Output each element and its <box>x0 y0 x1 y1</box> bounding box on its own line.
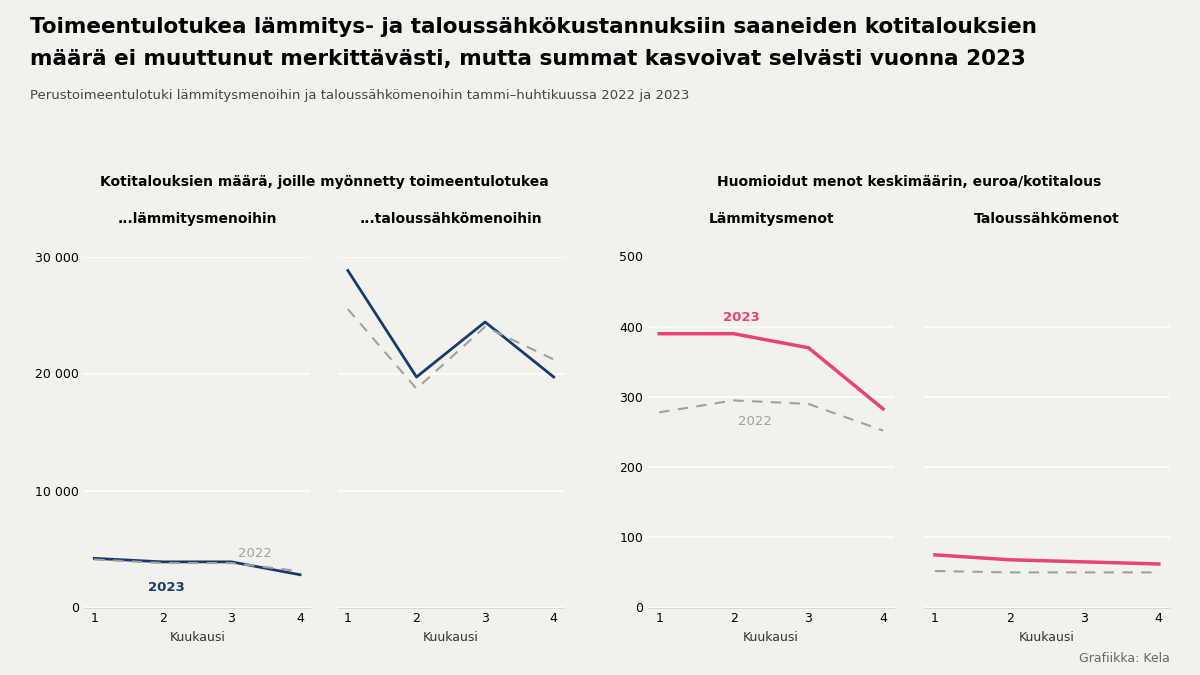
X-axis label: Kuukausi: Kuukausi <box>169 631 226 644</box>
Text: Grafiikka: Kela: Grafiikka: Kela <box>1079 652 1170 665</box>
Text: 2022: 2022 <box>239 547 272 560</box>
Text: määrä ei muuttunut merkittävästi, mutta summat kasvoivat selvästi vuonna 2023: määrä ei muuttunut merkittävästi, mutta … <box>30 49 1026 69</box>
Text: Taloussähkömenot: Taloussähkömenot <box>974 212 1120 226</box>
X-axis label: Kuukausi: Kuukausi <box>1019 631 1075 644</box>
Text: 2022: 2022 <box>738 415 772 428</box>
Text: Perustoimeentulotuki lämmitysmenoihin ja taloussähkömenoihin tammi–huhtikuussa 2: Perustoimeentulotuki lämmitysmenoihin ja… <box>30 89 689 102</box>
Text: Lämmitysmenot: Lämmitysmenot <box>708 212 834 226</box>
Text: ...taloussähkömenoihin: ...taloussähkömenoihin <box>360 212 542 226</box>
X-axis label: Kuukausi: Kuukausi <box>422 631 479 644</box>
Text: 2023: 2023 <box>148 581 185 594</box>
Text: Huomioidut menot keskimäärin, euroa/kotitalous: Huomioidut menot keskimäärin, euroa/koti… <box>716 175 1102 189</box>
Text: ...lämmitysmenoihin: ...lämmitysmenoihin <box>118 212 277 226</box>
Text: Kotitalouksien määrä, joille myönnetty toimeentulotukea: Kotitalouksien määrä, joille myönnetty t… <box>100 175 548 189</box>
X-axis label: Kuukausi: Kuukausi <box>743 631 799 644</box>
Text: 2023: 2023 <box>722 311 760 324</box>
Text: Toimeentulotukea lämmitys- ja taloussähkökustannuksiin saaneiden kotitalouksien: Toimeentulotukea lämmitys- ja taloussähk… <box>30 17 1037 37</box>
